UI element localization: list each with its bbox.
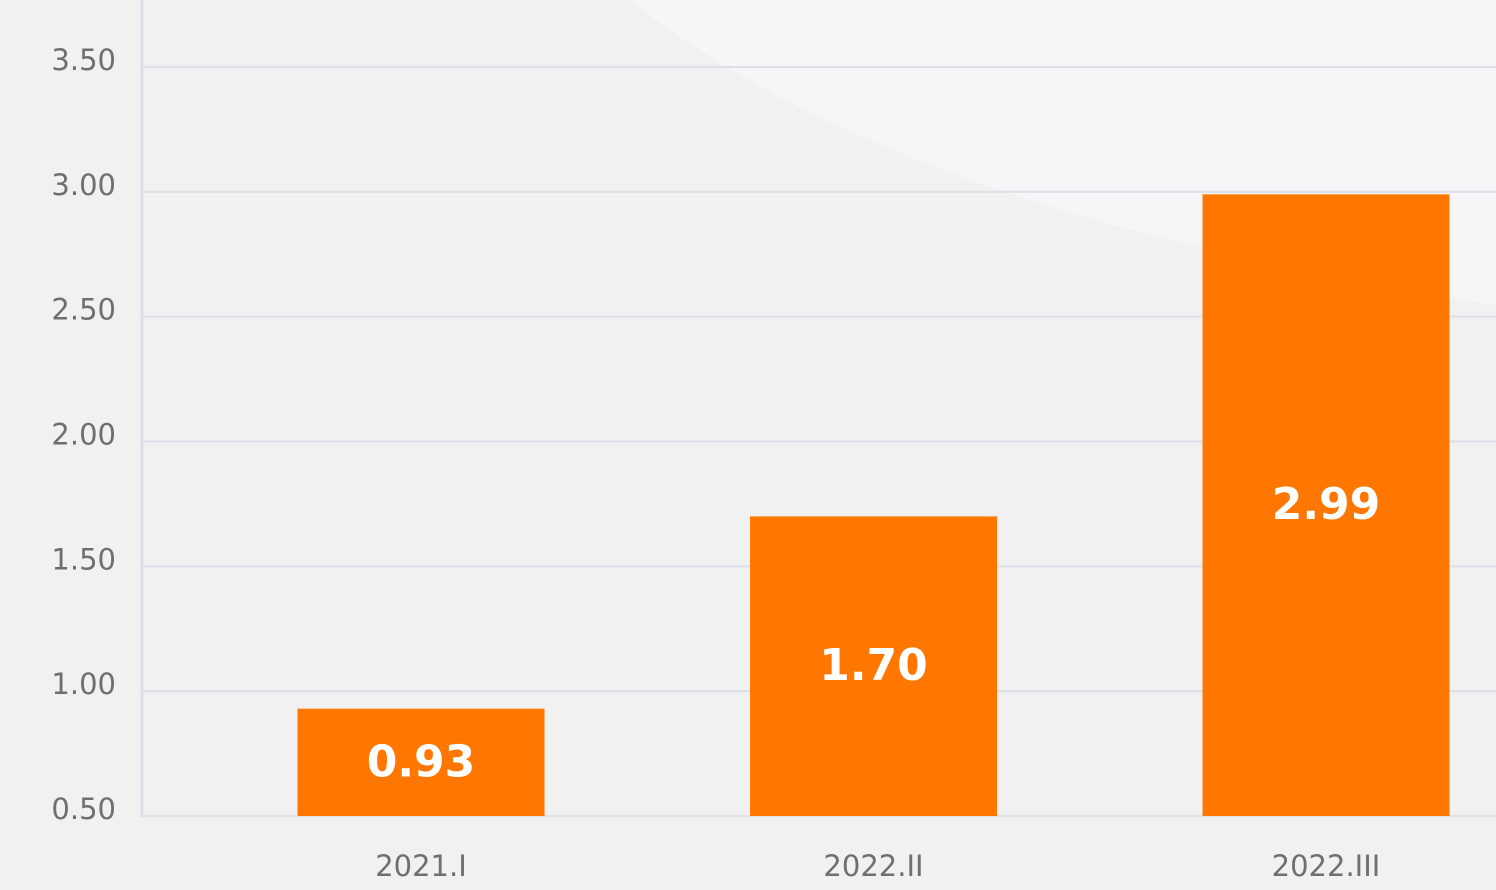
bar (297, 708, 545, 816)
x-tick-label: 2021.I (375, 849, 467, 883)
y-tick-label: 2.50 (51, 293, 116, 327)
bar (750, 516, 997, 816)
plot: 2021.I 0.93 2022.II 1.70 2022.III 2.99 (297, 194, 1450, 883)
y-tick-label: 1.00 (51, 667, 116, 701)
y-tick-label: 3.50 (51, 43, 116, 77)
grid: 0.50 1.00 1.50 2.00 2.50 3.00 3.50 (51, 43, 1496, 826)
bar (1202, 194, 1450, 816)
x-tick-label: 2022.III (1272, 849, 1381, 883)
value-label: 1.70 (819, 640, 928, 691)
y-tick-label: 1.50 (51, 542, 116, 576)
x-tick-label: 2022.II (823, 849, 923, 883)
value-label: 2.99 (1272, 479, 1381, 530)
y-tick-label: 0.50 (51, 792, 116, 826)
value-label: 0.93 (367, 736, 476, 787)
y-tick-label: 2.00 (51, 418, 116, 452)
y-tick-label: 3.00 (51, 168, 116, 202)
